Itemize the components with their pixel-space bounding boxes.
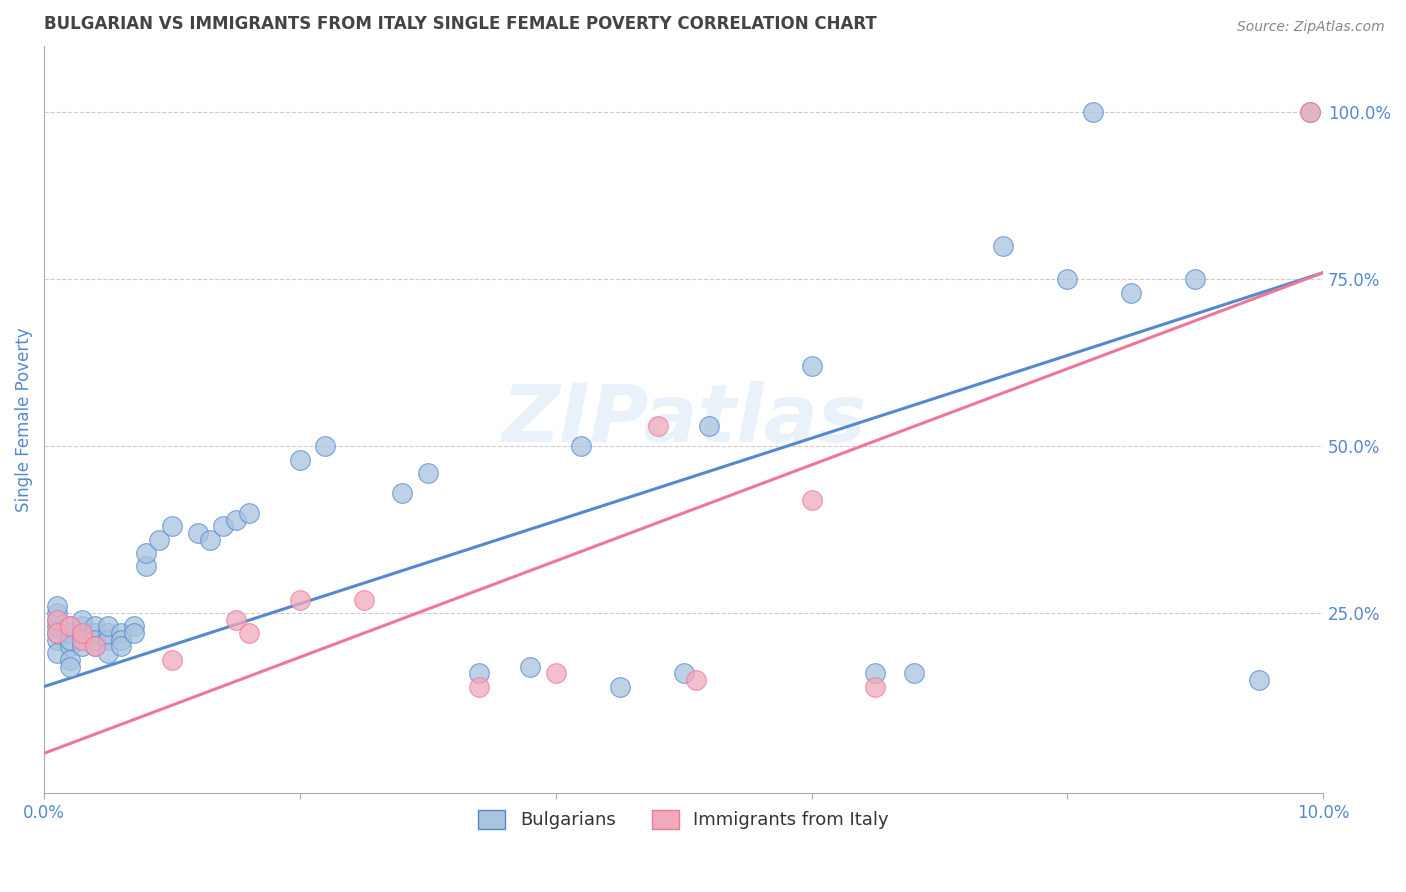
- Point: [800, 359, 823, 373]
- Point: [135, 546, 157, 560]
- Point: [288, 452, 311, 467]
- Point: [45, 613, 67, 627]
- Point: [160, 519, 183, 533]
- Point: [468, 680, 491, 694]
- Point: [187, 526, 209, 541]
- Point: [544, 666, 567, 681]
- Point: [1081, 105, 1104, 120]
- Point: [59, 653, 82, 667]
- Point: [72, 626, 94, 640]
- Point: [45, 646, 67, 660]
- Point: [45, 619, 67, 633]
- Point: [45, 613, 67, 627]
- Point: [97, 626, 120, 640]
- Point: [468, 666, 491, 681]
- Point: [353, 592, 375, 607]
- Point: [569, 439, 592, 453]
- Point: [45, 599, 67, 614]
- Point: [72, 632, 94, 647]
- Point: [1299, 105, 1322, 120]
- Point: [212, 519, 235, 533]
- Point: [59, 640, 82, 654]
- Point: [135, 559, 157, 574]
- Text: ZIPatlas: ZIPatlas: [501, 381, 866, 458]
- Point: [865, 680, 887, 694]
- Point: [697, 419, 720, 434]
- Point: [238, 506, 260, 520]
- Point: [97, 632, 120, 647]
- Point: [225, 513, 247, 527]
- Point: [225, 613, 247, 627]
- Point: [72, 640, 94, 654]
- Point: [993, 239, 1015, 253]
- Point: [200, 533, 222, 547]
- Point: [59, 632, 82, 647]
- Point: [110, 632, 132, 647]
- Point: [1184, 272, 1206, 286]
- Point: [72, 632, 94, 647]
- Point: [72, 619, 94, 633]
- Point: [519, 659, 541, 673]
- Point: [97, 619, 120, 633]
- Point: [97, 646, 120, 660]
- Text: Source: ZipAtlas.com: Source: ZipAtlas.com: [1237, 20, 1385, 34]
- Point: [903, 666, 925, 681]
- Point: [84, 619, 107, 633]
- Point: [1249, 673, 1271, 687]
- Point: [800, 492, 823, 507]
- Point: [1121, 285, 1143, 300]
- Point: [391, 486, 413, 500]
- Point: [45, 626, 67, 640]
- Point: [72, 613, 94, 627]
- Point: [84, 632, 107, 647]
- Point: [122, 619, 145, 633]
- Point: [416, 466, 439, 480]
- Point: [59, 659, 82, 673]
- Point: [59, 619, 82, 633]
- Point: [122, 626, 145, 640]
- Point: [315, 439, 337, 453]
- Point: [84, 640, 107, 654]
- Point: [45, 626, 67, 640]
- Point: [110, 640, 132, 654]
- Point: [84, 626, 107, 640]
- Point: [865, 666, 887, 681]
- Point: [160, 653, 183, 667]
- Point: [1056, 272, 1078, 286]
- Point: [288, 592, 311, 607]
- Point: [45, 606, 67, 620]
- Point: [84, 640, 107, 654]
- Legend: Bulgarians, Immigrants from Italy: Bulgarians, Immigrants from Italy: [471, 803, 896, 837]
- Y-axis label: Single Female Poverty: Single Female Poverty: [15, 327, 32, 512]
- Point: [609, 680, 631, 694]
- Text: BULGARIAN VS IMMIGRANTS FROM ITALY SINGLE FEMALE POVERTY CORRELATION CHART: BULGARIAN VS IMMIGRANTS FROM ITALY SINGL…: [44, 15, 877, 33]
- Point: [238, 626, 260, 640]
- Point: [72, 626, 94, 640]
- Point: [647, 419, 669, 434]
- Point: [59, 626, 82, 640]
- Point: [685, 673, 707, 687]
- Point: [1299, 105, 1322, 120]
- Point: [148, 533, 170, 547]
- Point: [59, 619, 82, 633]
- Point: [110, 626, 132, 640]
- Point: [45, 632, 67, 647]
- Point: [672, 666, 695, 681]
